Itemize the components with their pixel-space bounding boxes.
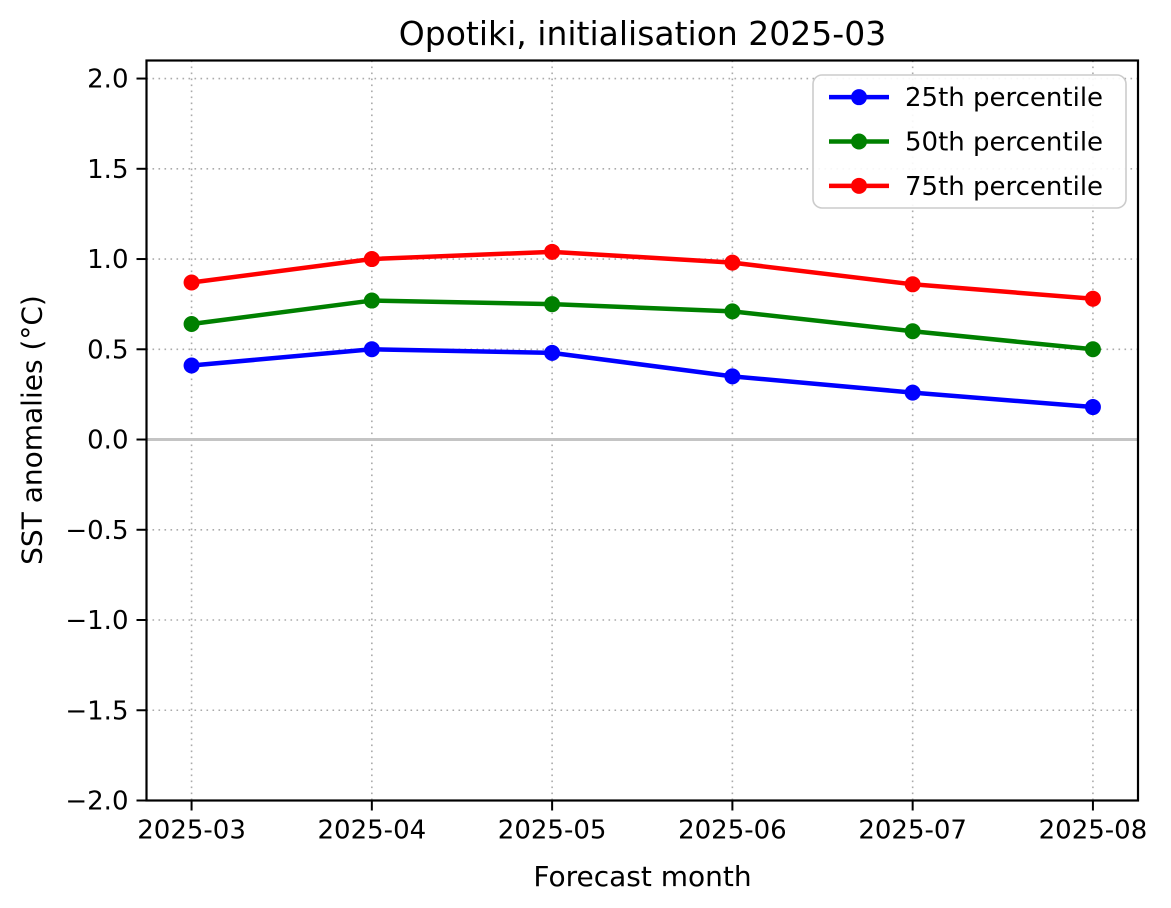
data-point-marker <box>724 303 741 320</box>
legend-marker <box>851 133 867 150</box>
y-tick-label: 0.5 <box>87 335 128 365</box>
x-tick-label: 2025-04 <box>318 816 427 846</box>
series-25th-percentile <box>183 341 1101 416</box>
y-tick-label: 1.5 <box>87 155 128 185</box>
x-axis-label: Forecast month <box>533 860 752 893</box>
data-point-marker <box>544 296 561 313</box>
data-point-marker <box>724 368 741 385</box>
legend-entry-75th-percentile: 75th percentile <box>829 172 1103 202</box>
data-point-marker <box>363 251 380 268</box>
data-point-marker <box>544 344 561 361</box>
series-line <box>191 249 1094 301</box>
y-tick-label: 0.0 <box>87 426 128 456</box>
axis-ticks <box>136 77 1094 811</box>
series-line <box>191 298 1094 352</box>
data-point-marker <box>363 341 380 358</box>
data-point-marker <box>904 276 921 293</box>
x-tick-label: 2025-08 <box>1039 816 1148 846</box>
series-line <box>191 347 1094 410</box>
legend-label: 50th percentile <box>905 128 1103 158</box>
legend: 25th percentile 50th percentile 75th perce… <box>812 74 1127 209</box>
data-point-marker <box>904 384 921 401</box>
legend-marker <box>851 177 867 194</box>
axis-tick-labels: 2.0 1.5 1.0 0.5 0.0 −0.5 −1.0 −1.5 −2.0 2025-03 20… <box>65 65 1147 846</box>
x-tick-label: 2025-03 <box>137 816 246 846</box>
y-tick-label: −2.0 <box>65 787 128 817</box>
y-axis-label: SST anomalies (°C) <box>15 295 49 565</box>
legend-box <box>812 74 1127 209</box>
y-tick-label: 1.0 <box>87 245 128 275</box>
y-tick-label: −1.5 <box>65 696 128 726</box>
legend-entry-50th-percentile: 50th percentile <box>829 128 1103 158</box>
y-tick-label: 2.0 <box>87 65 128 95</box>
legend-label: 75th percentile <box>905 172 1103 202</box>
x-tick-label: 2025-06 <box>678 816 787 846</box>
series-50th-percentile <box>183 292 1101 358</box>
series-75th-percentile <box>183 243 1101 307</box>
data-point-marker <box>1084 399 1101 416</box>
data-point-marker <box>183 274 200 291</box>
data-point-marker <box>183 316 200 333</box>
data-point-marker <box>363 292 380 309</box>
legend-entry-25th-percentile: 25th percentile <box>829 83 1103 113</box>
data-point-marker <box>904 323 921 340</box>
data-point-marker <box>183 357 200 374</box>
data-point-marker <box>724 254 741 271</box>
y-tick-label: −1.0 <box>65 606 128 636</box>
data-point-marker <box>1084 341 1101 358</box>
legend-label: 25th percentile <box>905 83 1103 113</box>
plot-frame <box>145 59 1140 802</box>
data-point-marker <box>544 243 561 260</box>
legend-marker <box>851 89 867 106</box>
x-tick-label: 2025-05 <box>498 816 607 846</box>
data-point-marker <box>1084 290 1101 307</box>
y-tick-label: −0.5 <box>65 516 128 546</box>
chart-title: Opotiki, initialisation 2025-03 <box>398 14 887 53</box>
x-tick-label: 2025-07 <box>858 816 967 846</box>
